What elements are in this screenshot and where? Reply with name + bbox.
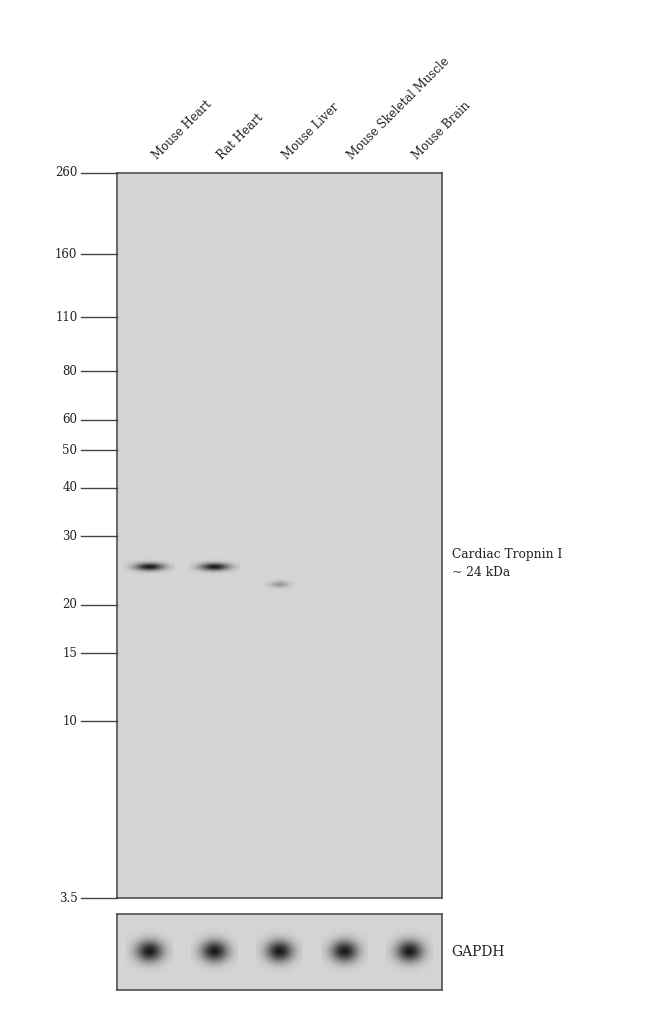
Text: 110: 110 <box>55 311 77 324</box>
Text: Mouse Brain: Mouse Brain <box>410 98 473 161</box>
Text: Cardiac Tropnin I
~ 24 kDa: Cardiac Tropnin I ~ 24 kDa <box>452 548 562 580</box>
Text: 80: 80 <box>62 364 77 378</box>
Text: 30: 30 <box>62 530 77 543</box>
Text: GAPDH: GAPDH <box>452 945 505 958</box>
Text: Mouse Skeletal Muscle: Mouse Skeletal Muscle <box>344 55 452 161</box>
Text: 10: 10 <box>62 715 77 728</box>
Text: 260: 260 <box>55 166 77 179</box>
Text: 160: 160 <box>55 248 77 261</box>
Text: 20: 20 <box>62 598 77 611</box>
Text: 60: 60 <box>62 413 77 426</box>
Text: 3.5: 3.5 <box>58 892 77 904</box>
Text: 15: 15 <box>62 647 77 660</box>
Text: 40: 40 <box>62 481 77 494</box>
Text: Rat Heart: Rat Heart <box>214 111 265 161</box>
Text: 50: 50 <box>62 444 77 457</box>
Text: Mouse Liver: Mouse Liver <box>280 99 341 161</box>
Text: Mouse Heart: Mouse Heart <box>150 97 214 161</box>
